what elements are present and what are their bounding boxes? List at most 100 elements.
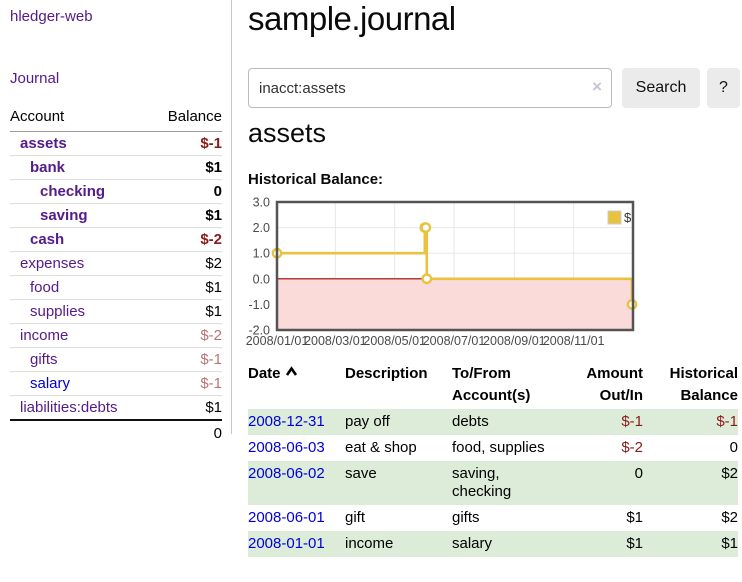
account-balance: $-1: [200, 375, 222, 392]
account-row: bank $1: [10, 155, 222, 179]
account-row: expenses $2: [10, 251, 222, 275]
chart-legend-label: $: [624, 210, 632, 225]
chart-marker: [421, 273, 433, 285]
transaction-date-link[interactable]: 2008-06-02: [248, 464, 325, 482]
y-tick-label: 1.0: [253, 247, 270, 261]
account-balance: $1: [205, 207, 222, 224]
transaction-balance: $2: [721, 508, 738, 526]
balance-column-header: Balance: [167, 108, 222, 125]
help-button[interactable]: ?: [707, 68, 740, 108]
chart-negative-region: [277, 278, 633, 330]
account-link[interactable]: supplies: [30, 303, 86, 320]
account-balance: $2: [205, 255, 222, 272]
chart-legend-swatch: [607, 210, 622, 225]
sidebar-item-journal[interactable]: Journal: [10, 70, 60, 87]
balance-chart: 3.0 2.0 1.0 0.0 -1.0 -2.02008/01/012008/03/01…: [246, 196, 638, 348]
transaction-amount: $1: [626, 508, 643, 526]
clear-search-icon[interactable]: ×: [592, 77, 602, 96]
search-input-wrap: ×: [248, 68, 612, 108]
amount-column-header: Amount Out/In: [586, 365, 643, 404]
x-tick-label: 2008/07/01: [423, 334, 486, 348]
account-balance: $-2: [200, 231, 222, 248]
y-tick-label: -1.0: [248, 298, 270, 312]
transactions-header-row: Date Description To/From Account(s) Amou…: [248, 361, 738, 409]
y-tick-label: 2.0: [253, 221, 270, 235]
transaction-balance: 0: [729, 438, 738, 456]
description-column-header: Description: [345, 365, 428, 382]
account-link[interactable]: salary: [30, 375, 71, 392]
account-link[interactable]: checking: [40, 183, 106, 200]
x-tick-label: 2008/11/01: [543, 334, 605, 348]
account-balance: $-1: [200, 135, 222, 152]
x-tick-label: 2008/01/01: [246, 334, 309, 348]
account-link[interactable]: liabilities:debts: [20, 399, 118, 416]
x-tick-label: 2008/09/01: [483, 334, 546, 348]
page-title: sample.journal: [248, 0, 456, 37]
account-row: saving $1: [10, 203, 222, 227]
search-input[interactable]: [248, 68, 612, 108]
sidebar: hledger-web Journal Account Balance asse…: [0, 0, 232, 442]
account-balance: $1: [205, 399, 222, 416]
account-row: assets $-1: [10, 132, 222, 155]
accounts-total-value: 0: [213, 425, 222, 442]
chart-marker: [420, 222, 432, 234]
transaction-amount: $-2: [621, 438, 643, 456]
transaction-accounts: salary: [452, 534, 493, 552]
transaction-amount: $1: [626, 534, 643, 552]
transaction-date-link[interactable]: 2008-06-03: [248, 438, 325, 456]
account-row: income $-2: [10, 323, 222, 347]
transaction-description: pay off: [345, 412, 390, 430]
account-balance: $1: [205, 303, 222, 320]
account-link[interactable]: expenses: [20, 255, 85, 272]
account-balance: 0: [213, 183, 222, 200]
transaction-accounts: saving, checking: [452, 464, 512, 500]
transaction-row: 2008-06-03 eat & shop food, supplies $-2…: [248, 435, 738, 461]
account-balance: $1: [205, 159, 222, 176]
account-balance: $-2: [200, 327, 222, 344]
accounts-table-body: assets $-1 bank $1 checking 0 saving $1 …: [10, 132, 222, 419]
y-tick-label: -2.0: [248, 324, 270, 338]
account-balance: $-1: [200, 351, 222, 368]
sort-ascending-icon[interactable]: [285, 366, 298, 377]
account-row: food $1: [10, 275, 222, 299]
app-title-link[interactable]: hledger-web: [10, 8, 93, 25]
transaction-description: gift: [345, 508, 366, 526]
account-balance: $1: [205, 279, 222, 296]
account-row: liabilities:debts $1: [10, 395, 222, 419]
transaction-date-link[interactable]: 2008-06-01: [248, 508, 325, 526]
accounts-table-header: Account Balance: [10, 104, 222, 132]
account-heading: assets: [248, 118, 327, 148]
transaction-balance: $1: [721, 534, 738, 552]
transaction-description: income: [345, 534, 394, 552]
transaction-accounts: gifts: [452, 508, 480, 526]
account-row: gifts $-1: [10, 347, 222, 371]
transaction-accounts: food, supplies: [452, 438, 545, 456]
transaction-balance: $2: [721, 464, 738, 482]
transaction-amount: $-1: [621, 412, 643, 430]
search-button[interactable]: Search: [622, 68, 700, 108]
chart-title: Historical Balance:: [248, 171, 384, 188]
account-link[interactable]: saving: [40, 207, 88, 224]
account-link[interactable]: assets: [20, 135, 67, 152]
transaction-balance: $-1: [716, 412, 738, 430]
transaction-date-link[interactable]: 2008-12-31: [248, 412, 325, 430]
chart-border: [275, 200, 635, 332]
account-link[interactable]: bank: [30, 159, 66, 176]
account-row: cash $-2: [10, 227, 222, 251]
transaction-description: eat & shop: [345, 438, 417, 456]
account-link[interactable]: income: [20, 327, 69, 344]
account-link[interactable]: gifts: [30, 351, 58, 368]
transaction-row: 2008-06-02 save saving, checking 0 $2: [248, 460, 738, 505]
transactions-table: Date Description To/From Account(s) Amou…: [248, 361, 738, 557]
x-tick-label: 2008/03/01: [304, 334, 367, 348]
balance-column-header: Historical Balance: [669, 365, 738, 404]
account-column-header: Account: [10, 108, 65, 125]
search-form: × Search ?: [248, 68, 740, 108]
transaction-date-link[interactable]: 2008-01-01: [248, 534, 325, 552]
account-link[interactable]: cash: [30, 231, 65, 248]
transactions-body: 2008-12-31 pay off debts $-1 $-1 2008-06…: [248, 408, 738, 557]
account-link[interactable]: food: [30, 279, 60, 296]
transaction-row: 2008-01-01 income salary $1 $1: [248, 530, 738, 557]
accounts-table: Account Balance assets $-1 bank $1 check…: [10, 104, 222, 446]
transaction-row: 2008-12-31 pay off debts $-1 $-1: [248, 408, 738, 435]
